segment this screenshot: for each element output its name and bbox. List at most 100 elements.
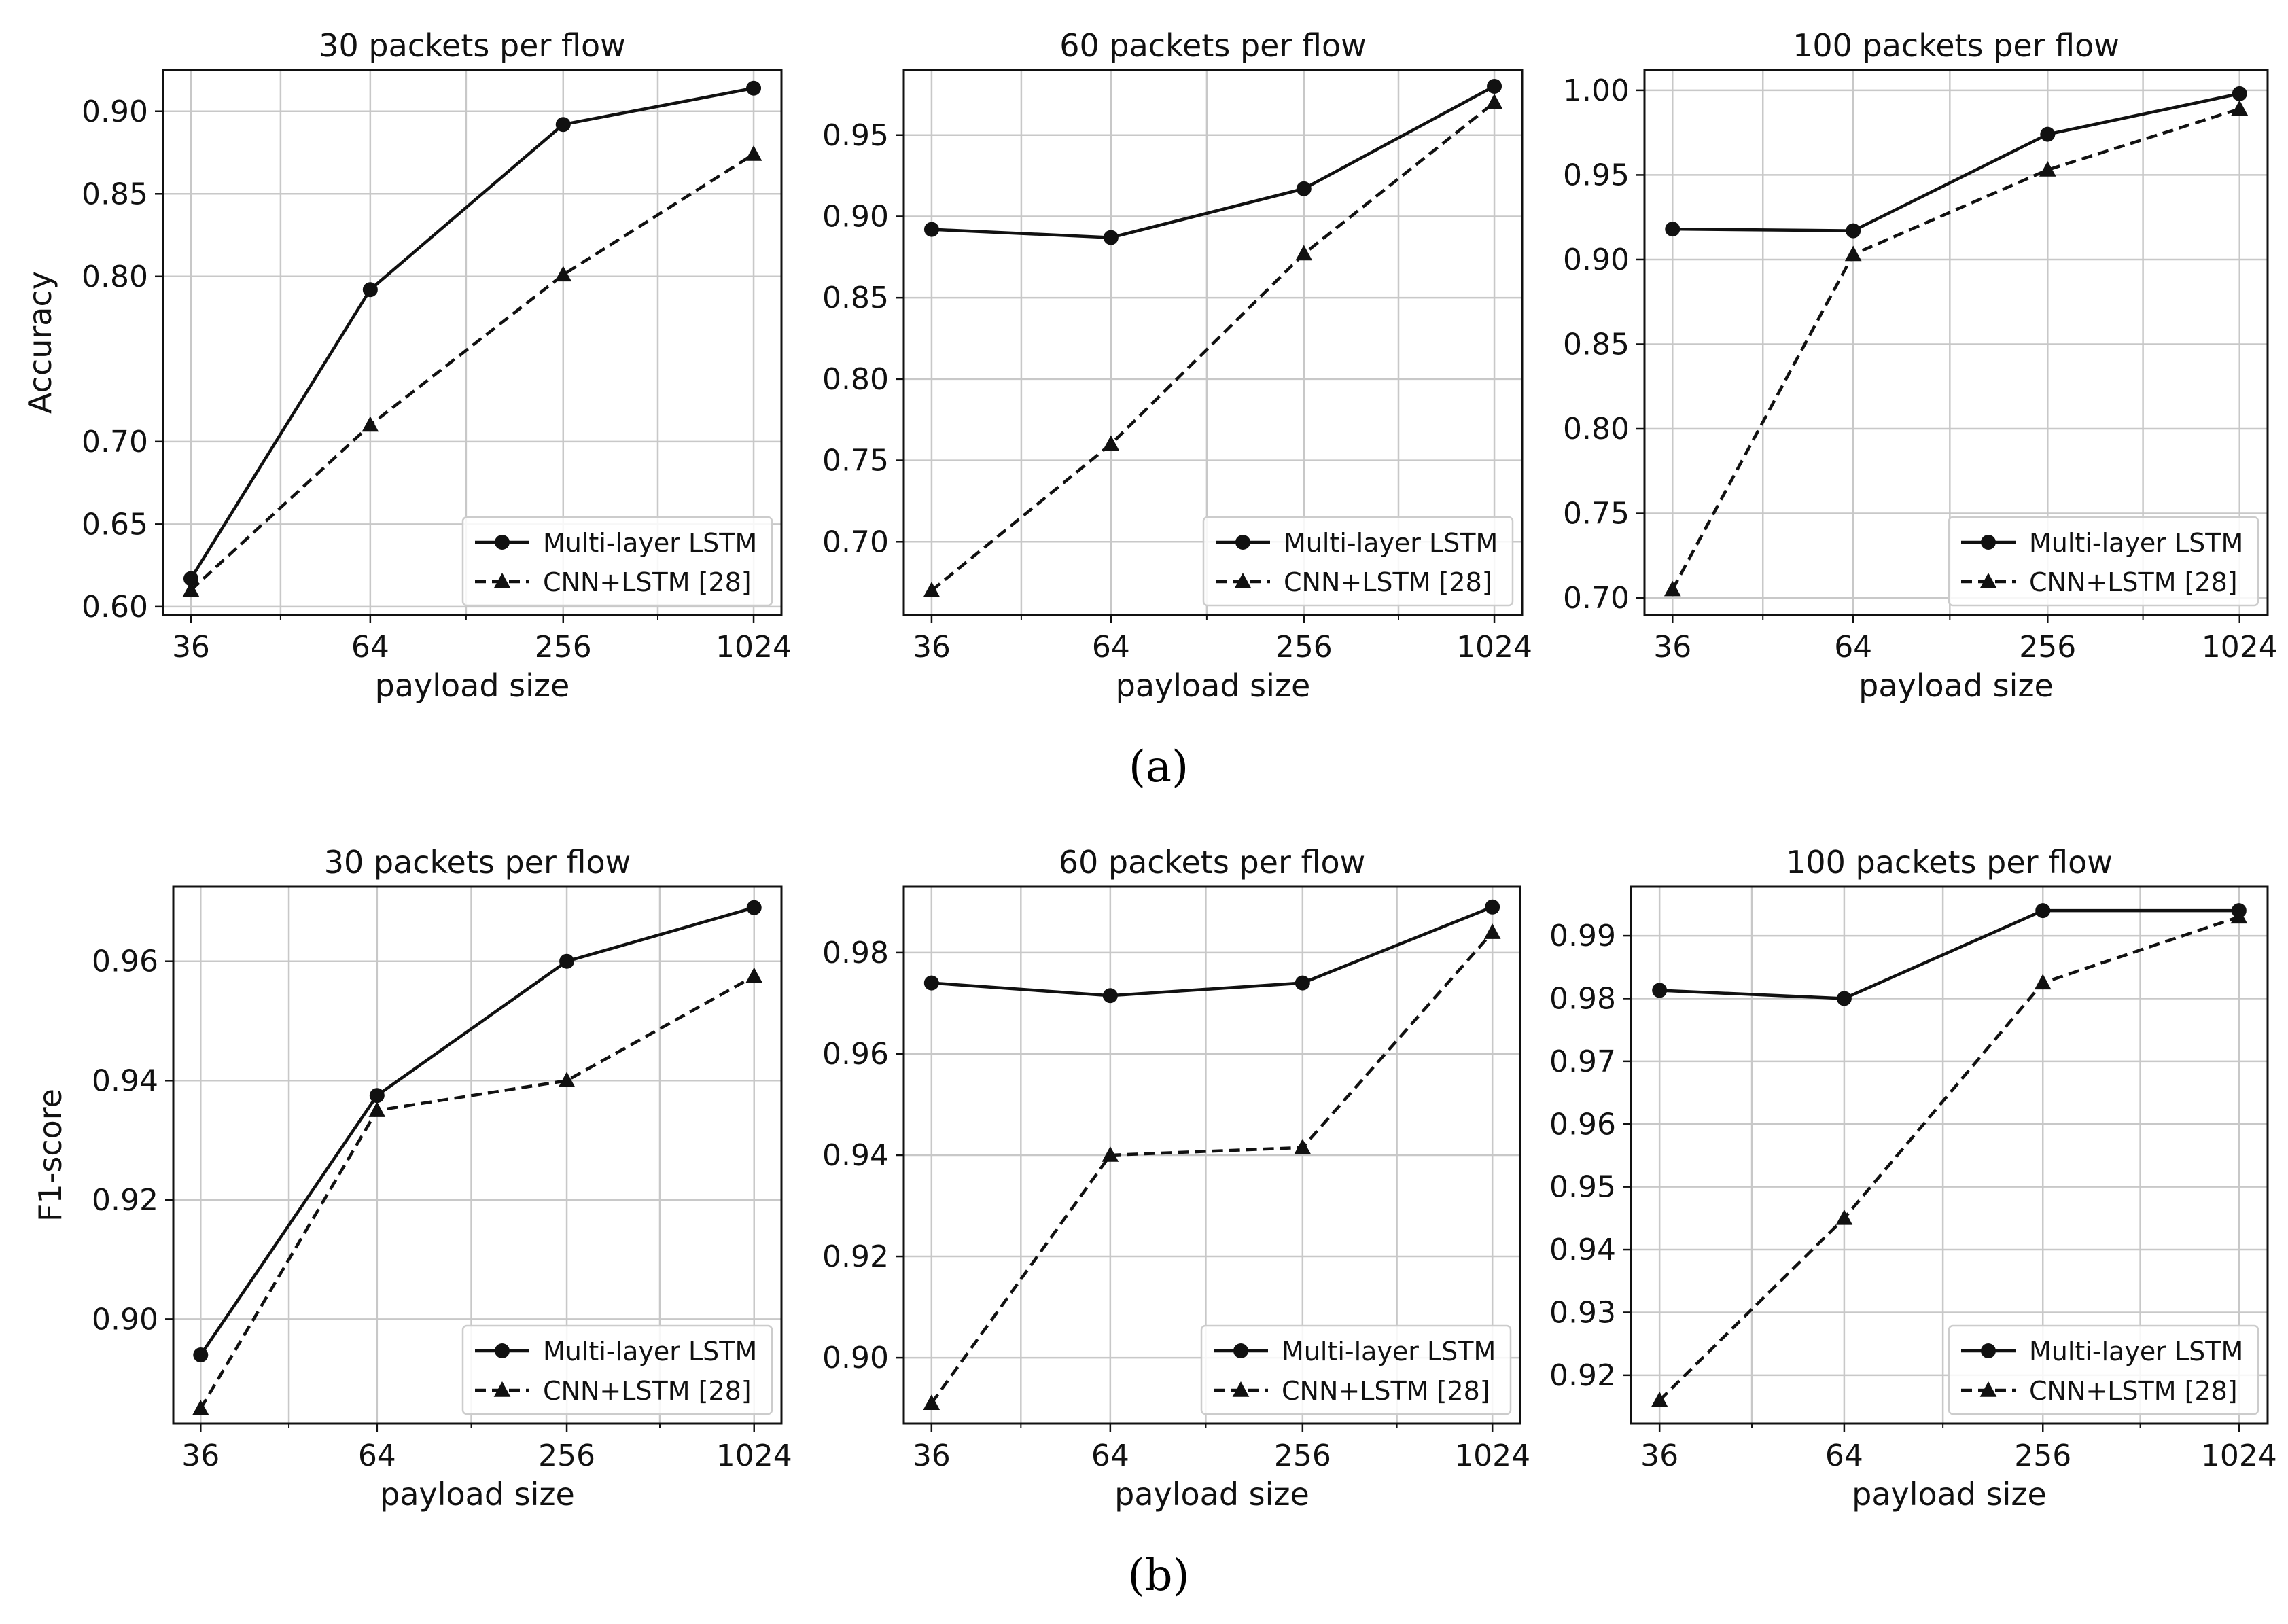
x-tick-label: 256 bbox=[1275, 630, 1333, 665]
chart-title: 30 packets per flow bbox=[319, 27, 626, 64]
series-line-cnn-lstm bbox=[1671, 107, 2240, 590]
y-tick-label: 0.60 bbox=[82, 590, 148, 624]
y-axis-label: F1-score bbox=[32, 1089, 69, 1222]
series-line-cnn-lstm bbox=[1658, 915, 2240, 1402]
x-tick-label: 1024 bbox=[1456, 630, 1532, 665]
series-line-cnn-lstm bbox=[930, 101, 1496, 592]
legend-box bbox=[461, 1324, 773, 1415]
y-tick-label: 0.98 bbox=[822, 936, 889, 970]
x-tick-label: 256 bbox=[1274, 1438, 1331, 1473]
series-line-multi-layer-lstm bbox=[1672, 92, 2240, 232]
plot-frame bbox=[1630, 885, 2269, 1425]
data-point-circle bbox=[746, 80, 762, 96]
chart-5: 36 64 256 1024 0.90 0.92 0.94 0.96 0.98 60 packet… bbox=[822, 844, 1530, 1513]
y-tick-label: 0.85 bbox=[1563, 327, 1630, 361]
data-point-circle bbox=[193, 1347, 209, 1363]
y-tick-label: 0.90 bbox=[822, 199, 889, 234]
legend-label: Multi-layer LSTM bbox=[2029, 528, 2243, 558]
legend-label: Multi-layer LSTM bbox=[543, 1337, 757, 1366]
x-tick-label: 64 bbox=[1825, 1438, 1863, 1473]
legend: Multi-layer LSTM CNN+LSTM [28] bbox=[1200, 1324, 1512, 1415]
chart-2: 36 64 256 1024 0.70 0.75 0.80 0.85 0.90 0.95 60 pa… bbox=[822, 27, 1532, 704]
data-point-circle bbox=[1652, 983, 1668, 998]
data-point-circle bbox=[1836, 991, 1852, 1006]
data-point-triangle bbox=[923, 1394, 940, 1410]
data-point-circle bbox=[1485, 899, 1500, 915]
x-tick-label: 36 bbox=[1653, 630, 1691, 665]
x-tick-label: 64 bbox=[1092, 630, 1130, 665]
y-tick-label: 0.90 bbox=[92, 1302, 158, 1337]
data-point-triangle bbox=[1483, 923, 1501, 939]
legend-box bbox=[1202, 516, 1514, 607]
data-point-triangle bbox=[182, 581, 200, 597]
data-point-triangle bbox=[1294, 1138, 1312, 1154]
legend-marker-circle bbox=[1981, 535, 1996, 550]
data-point-circle bbox=[369, 1088, 385, 1104]
y-tick-label: 0.85 bbox=[822, 281, 889, 315]
y-tick-label: 0.95 bbox=[1563, 158, 1630, 192]
legend: Multi-layer LSTM CNN+LSTM [28] bbox=[461, 516, 773, 607]
data-point-circle bbox=[1295, 975, 1310, 991]
data-point-triangle bbox=[1835, 1209, 1853, 1225]
y-tick-label: 0.65 bbox=[82, 507, 148, 542]
data-point-triangle bbox=[1664, 580, 1681, 597]
data-point-triangle bbox=[2231, 100, 2249, 116]
x-tick-label: 64 bbox=[358, 1438, 396, 1473]
data-point-triangle bbox=[1295, 245, 1313, 261]
chart-title: 100 packets per flow bbox=[1793, 27, 2119, 64]
legend-box bbox=[1948, 516, 2259, 607]
legend-box bbox=[1200, 1324, 1512, 1415]
data-point-triangle bbox=[2039, 160, 2056, 177]
x-tick-label: 64 bbox=[351, 630, 389, 665]
chart-3: 36 64 256 1024 0.70 0.75 0.80 0.85 0.90 0.95 1.00 1… bbox=[1563, 27, 2278, 704]
y-tick-label: 0.80 bbox=[822, 362, 889, 397]
x-tick-label: 1024 bbox=[716, 1438, 792, 1473]
y-tick-label: 0.98 bbox=[1549, 981, 1616, 1016]
data-point-circle bbox=[559, 953, 575, 969]
y-tick-label: 0.90 bbox=[82, 94, 148, 129]
data-point-triangle bbox=[192, 1400, 209, 1415]
legend-marker-triangle bbox=[493, 1381, 511, 1397]
legend-label: CNN+LSTM [28] bbox=[543, 567, 752, 597]
legend: Multi-layer LSTM CNN+LSTM [28] bbox=[1948, 1324, 2259, 1415]
chart-title: 30 packets per flow bbox=[324, 844, 631, 881]
x-axis-label: payload size bbox=[1114, 1476, 1309, 1513]
y-tick-label: 0.94 bbox=[822, 1138, 889, 1173]
x-tick-label: 36 bbox=[181, 1438, 219, 1473]
data-point-circle bbox=[746, 900, 762, 915]
legend-label: Multi-layer LSTM bbox=[2029, 1337, 2243, 1366]
x-tick-label: 1024 bbox=[2202, 630, 2278, 665]
series-line-multi-layer-lstm bbox=[1659, 908, 2239, 1000]
chart-title: 60 packets per flow bbox=[1059, 844, 1366, 881]
y-axis-label: Accuracy bbox=[22, 271, 58, 414]
x-tick-label: 36 bbox=[913, 630, 951, 665]
data-point-circle bbox=[2040, 126, 2056, 142]
y-tick-label: 0.94 bbox=[1549, 1233, 1616, 1267]
y-tick-label: 0.95 bbox=[1549, 1170, 1616, 1205]
x-tick-label: 256 bbox=[2019, 630, 2076, 665]
data-point-triangle bbox=[923, 582, 940, 597]
data-point-circle bbox=[555, 117, 571, 133]
y-tick-label: 0.92 bbox=[1549, 1358, 1616, 1393]
data-point-triangle bbox=[2034, 974, 2052, 990]
legend: Multi-layer LSTM CNN+LSTM [28] bbox=[1202, 516, 1514, 607]
y-tick-label: 0.93 bbox=[1549, 1295, 1616, 1330]
data-point-triangle bbox=[2230, 908, 2248, 924]
legend-marker-circle bbox=[1233, 1343, 1248, 1358]
y-tick-label: 0.75 bbox=[822, 444, 889, 478]
chart-title: 100 packets per flow bbox=[1786, 844, 2113, 881]
legend-label: CNN+LSTM [28] bbox=[2029, 567, 2238, 597]
y-tick-label: 0.99 bbox=[1549, 919, 1616, 953]
data-point-circle bbox=[1296, 181, 1312, 196]
chart-title: 60 packets per flow bbox=[1059, 27, 1367, 64]
legend-marker-circle bbox=[1981, 1343, 1996, 1358]
x-tick-label: 1024 bbox=[2201, 1438, 2277, 1473]
y-tick-label: 0.90 bbox=[822, 1341, 889, 1375]
x-axis-label: payload size bbox=[375, 667, 570, 704]
data-point-triangle bbox=[1651, 1391, 1668, 1407]
data-point-triangle bbox=[362, 416, 379, 432]
legend-label: Multi-layer LSTM bbox=[1284, 528, 1498, 558]
y-tick-label: 0.70 bbox=[822, 525, 889, 559]
legend-marker-triangle bbox=[493, 573, 511, 588]
